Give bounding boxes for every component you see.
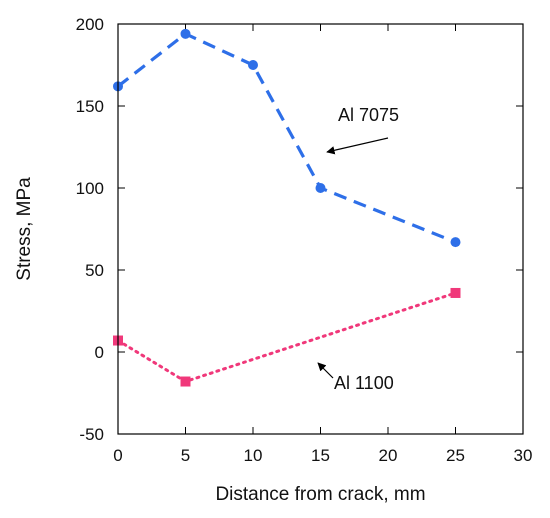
plot-frame <box>117 23 524 435</box>
x-tick-label: 30 <box>514 446 533 465</box>
series-al-1100 <box>113 287 461 387</box>
x-tick-label: 0 <box>113 446 122 465</box>
ticks-layer <box>117 23 524 435</box>
data-point <box>450 287 461 298</box>
annotation-arrow-al-7075 <box>326 137 389 155</box>
series-layer <box>113 28 461 387</box>
y-tick-label: 150 <box>76 97 104 116</box>
y-tick-label: 0 <box>95 343 104 362</box>
data-point <box>180 28 191 39</box>
x-tick-label: 5 <box>181 446 190 465</box>
data-point <box>315 183 326 193</box>
data-point <box>180 376 191 387</box>
annotation-arrow-al-1100 <box>317 362 334 379</box>
annotation-al-7075: Al 7075 <box>338 105 399 125</box>
y-axis-title: Stress, MPa <box>14 177 35 281</box>
y-tick-label: 50 <box>85 261 104 280</box>
x-tick-label: 15 <box>311 446 330 465</box>
y-tick-label: 200 <box>76 15 104 34</box>
x-axis-title: Distance from crack, mm <box>215 484 425 505</box>
x-tick-label: 25 <box>446 446 465 465</box>
data-point <box>450 237 461 248</box>
series-line-al-7075 <box>117 31 457 244</box>
y-tick-label: -50 <box>79 425 104 444</box>
x-tick-label: 20 <box>379 446 398 465</box>
annotation-al-1100: Al 1100 <box>334 373 394 393</box>
tick-labels: 0 5 10 15 20 25 30 -50 0 50 100 150 200 <box>76 15 533 465</box>
series-line-al-1100 <box>116 291 457 384</box>
series-al-7075 <box>113 28 461 248</box>
x-tick-label: 10 <box>244 446 263 465</box>
data-point <box>248 60 258 70</box>
y-tick-label: 100 <box>76 179 104 198</box>
annotation-layer: Al 7075 Al 1100 <box>317 105 399 393</box>
